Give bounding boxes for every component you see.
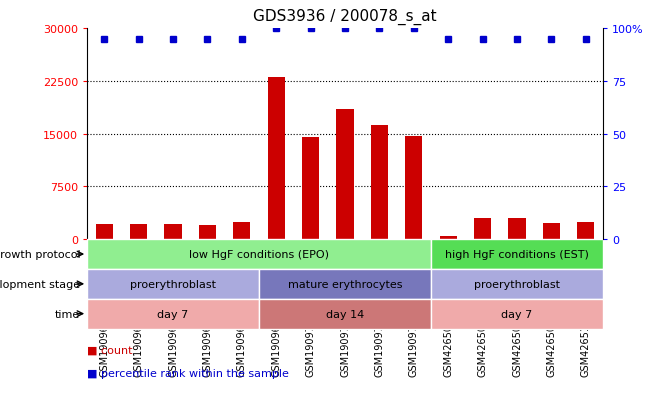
Bar <box>233 222 251 240</box>
Bar <box>431 269 603 299</box>
Text: time: time <box>55 309 80 319</box>
Bar <box>509 218 525 240</box>
Bar <box>474 218 491 240</box>
Text: day 7: day 7 <box>501 309 533 319</box>
Bar <box>130 225 147 240</box>
Bar <box>259 299 431 329</box>
Text: ■ count: ■ count <box>87 345 133 355</box>
Bar <box>302 138 319 240</box>
Text: development stage: development stage <box>0 279 80 289</box>
Bar <box>431 299 603 329</box>
Text: growth protocol: growth protocol <box>0 249 80 259</box>
Bar <box>165 224 182 240</box>
Bar <box>87 269 259 299</box>
Bar <box>87 240 431 269</box>
Bar <box>440 236 457 240</box>
Text: proerythroblast: proerythroblast <box>474 279 560 289</box>
Bar <box>199 225 216 240</box>
Bar <box>405 137 423 240</box>
Bar <box>96 224 113 240</box>
Bar <box>577 222 594 240</box>
Bar <box>431 240 603 269</box>
Title: GDS3936 / 200078_s_at: GDS3936 / 200078_s_at <box>253 9 437 25</box>
Bar <box>267 78 285 240</box>
Bar <box>336 109 354 240</box>
Text: proerythroblast: proerythroblast <box>130 279 216 289</box>
Bar <box>259 269 431 299</box>
Bar <box>371 126 388 240</box>
Bar <box>543 223 560 240</box>
Text: ■ percentile rank within the sample: ■ percentile rank within the sample <box>87 368 289 378</box>
Text: low HgF conditions (EPO): low HgF conditions (EPO) <box>189 249 329 259</box>
Text: day 7: day 7 <box>157 309 189 319</box>
Bar <box>87 299 259 329</box>
Text: day 14: day 14 <box>326 309 364 319</box>
Text: mature erythrocytes: mature erythrocytes <box>288 279 402 289</box>
Text: high HgF conditions (EST): high HgF conditions (EST) <box>445 249 589 259</box>
